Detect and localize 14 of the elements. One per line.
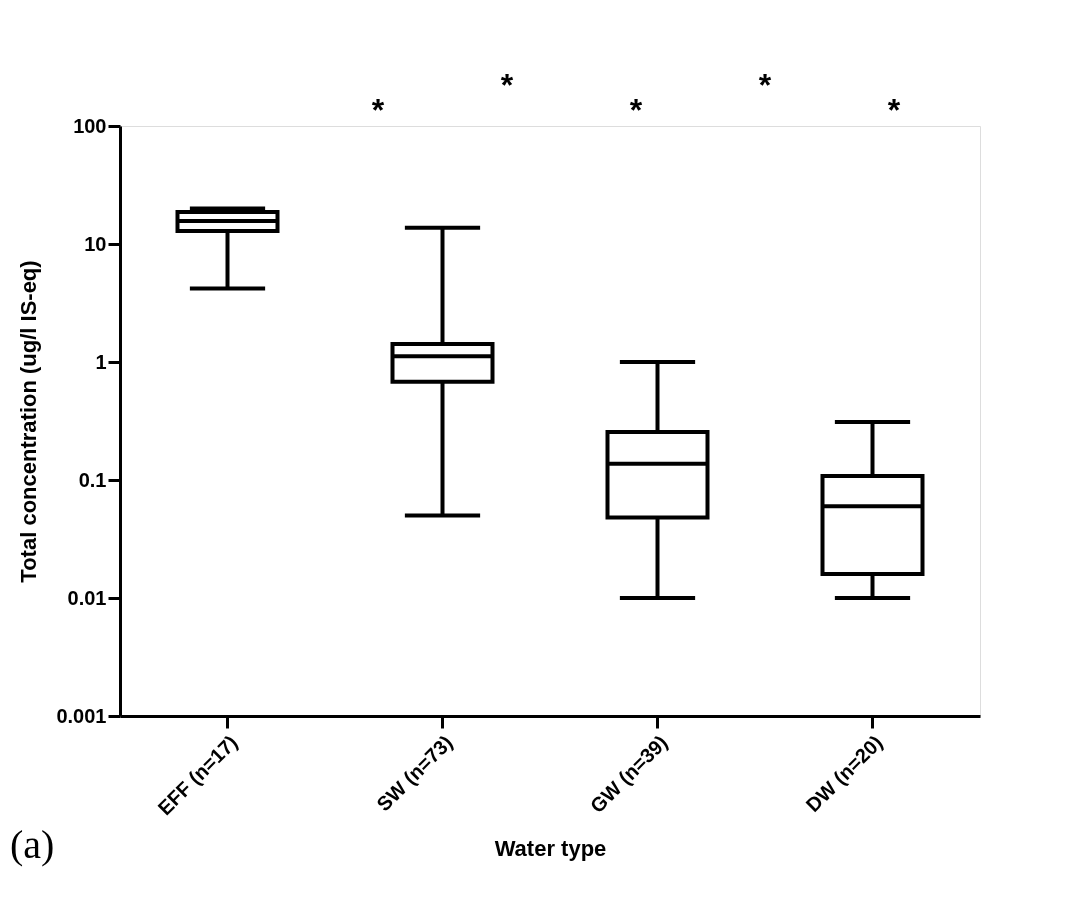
text: * (758, 67, 772, 103)
text: * (500, 67, 514, 103)
y-axis-title: Total concentration (ug/l IS-eq) (16, 260, 42, 583)
text: (a) (10, 822, 55, 867)
annotation: * (629, 92, 643, 128)
y-tick-label: 10 (84, 232, 107, 255)
y-tick-label: 1 (95, 350, 107, 373)
y-tick-label: 0.1 (78, 468, 107, 491)
y-tick-label: 100 (73, 114, 107, 137)
x-axis-title: Water type (494, 836, 607, 862)
y-tick-label: 0.001 (56, 704, 107, 727)
y-tick-label: 0.01 (67, 586, 107, 609)
annotation: * (371, 92, 385, 128)
annotation: * (887, 92, 901, 128)
